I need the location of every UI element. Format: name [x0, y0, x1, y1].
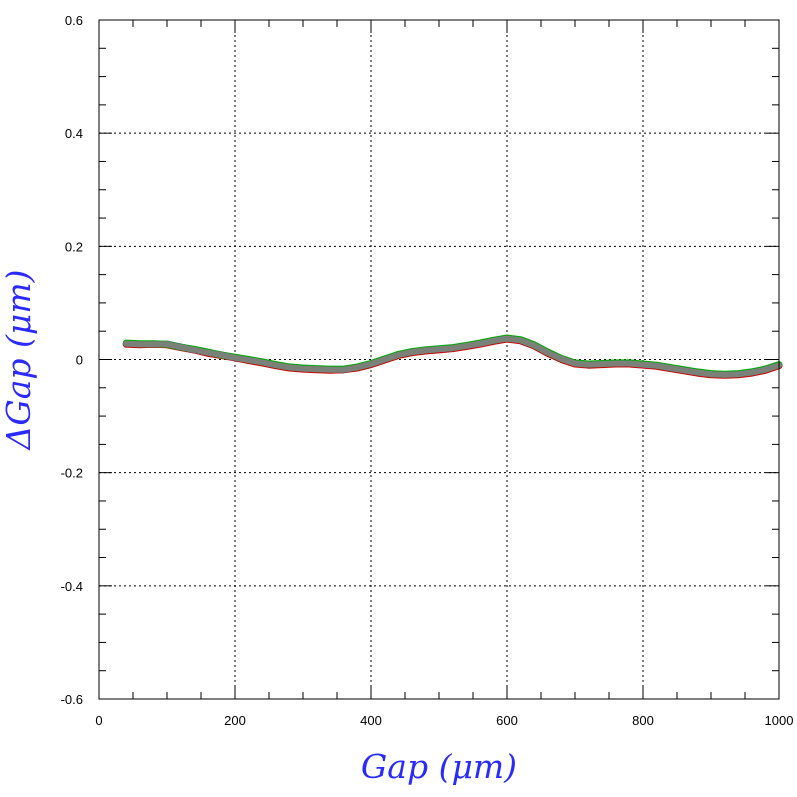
y-axis-ticks: -0.6 -0.4 -0.2 0 0.2 0.4 0.6: [61, 13, 779, 707]
x-axis-ticks: 0 200 400 600 800 1000: [95, 20, 793, 728]
series-line-4: [123, 335, 782, 378]
x-tick-label: 800: [632, 713, 654, 728]
x-tick-label: 0: [95, 713, 102, 728]
x-tick-label: 600: [496, 713, 518, 728]
y-tick-label: 0: [76, 353, 83, 368]
x-tick-label: 200: [224, 713, 246, 728]
minor-ticks: [99, 20, 779, 699]
y-tick-label: 0.6: [65, 13, 83, 28]
y-tick-label: -0.4: [61, 579, 83, 594]
y-tick-label: -0.6: [61, 692, 83, 707]
y-tick-label: 0.4: [65, 126, 83, 141]
y-axis-title: ΔGap (μm): [0, 270, 38, 452]
grid-lines: [99, 20, 779, 699]
x-axis-title: Gap (μm): [361, 747, 517, 786]
y-tick-label: -0.2: [61, 466, 83, 481]
data-series: [122, 334, 783, 379]
x-tick-label: 400: [360, 713, 382, 728]
x-tick-label: 1000: [765, 713, 794, 728]
y-tick-label: 0.2: [65, 239, 83, 254]
